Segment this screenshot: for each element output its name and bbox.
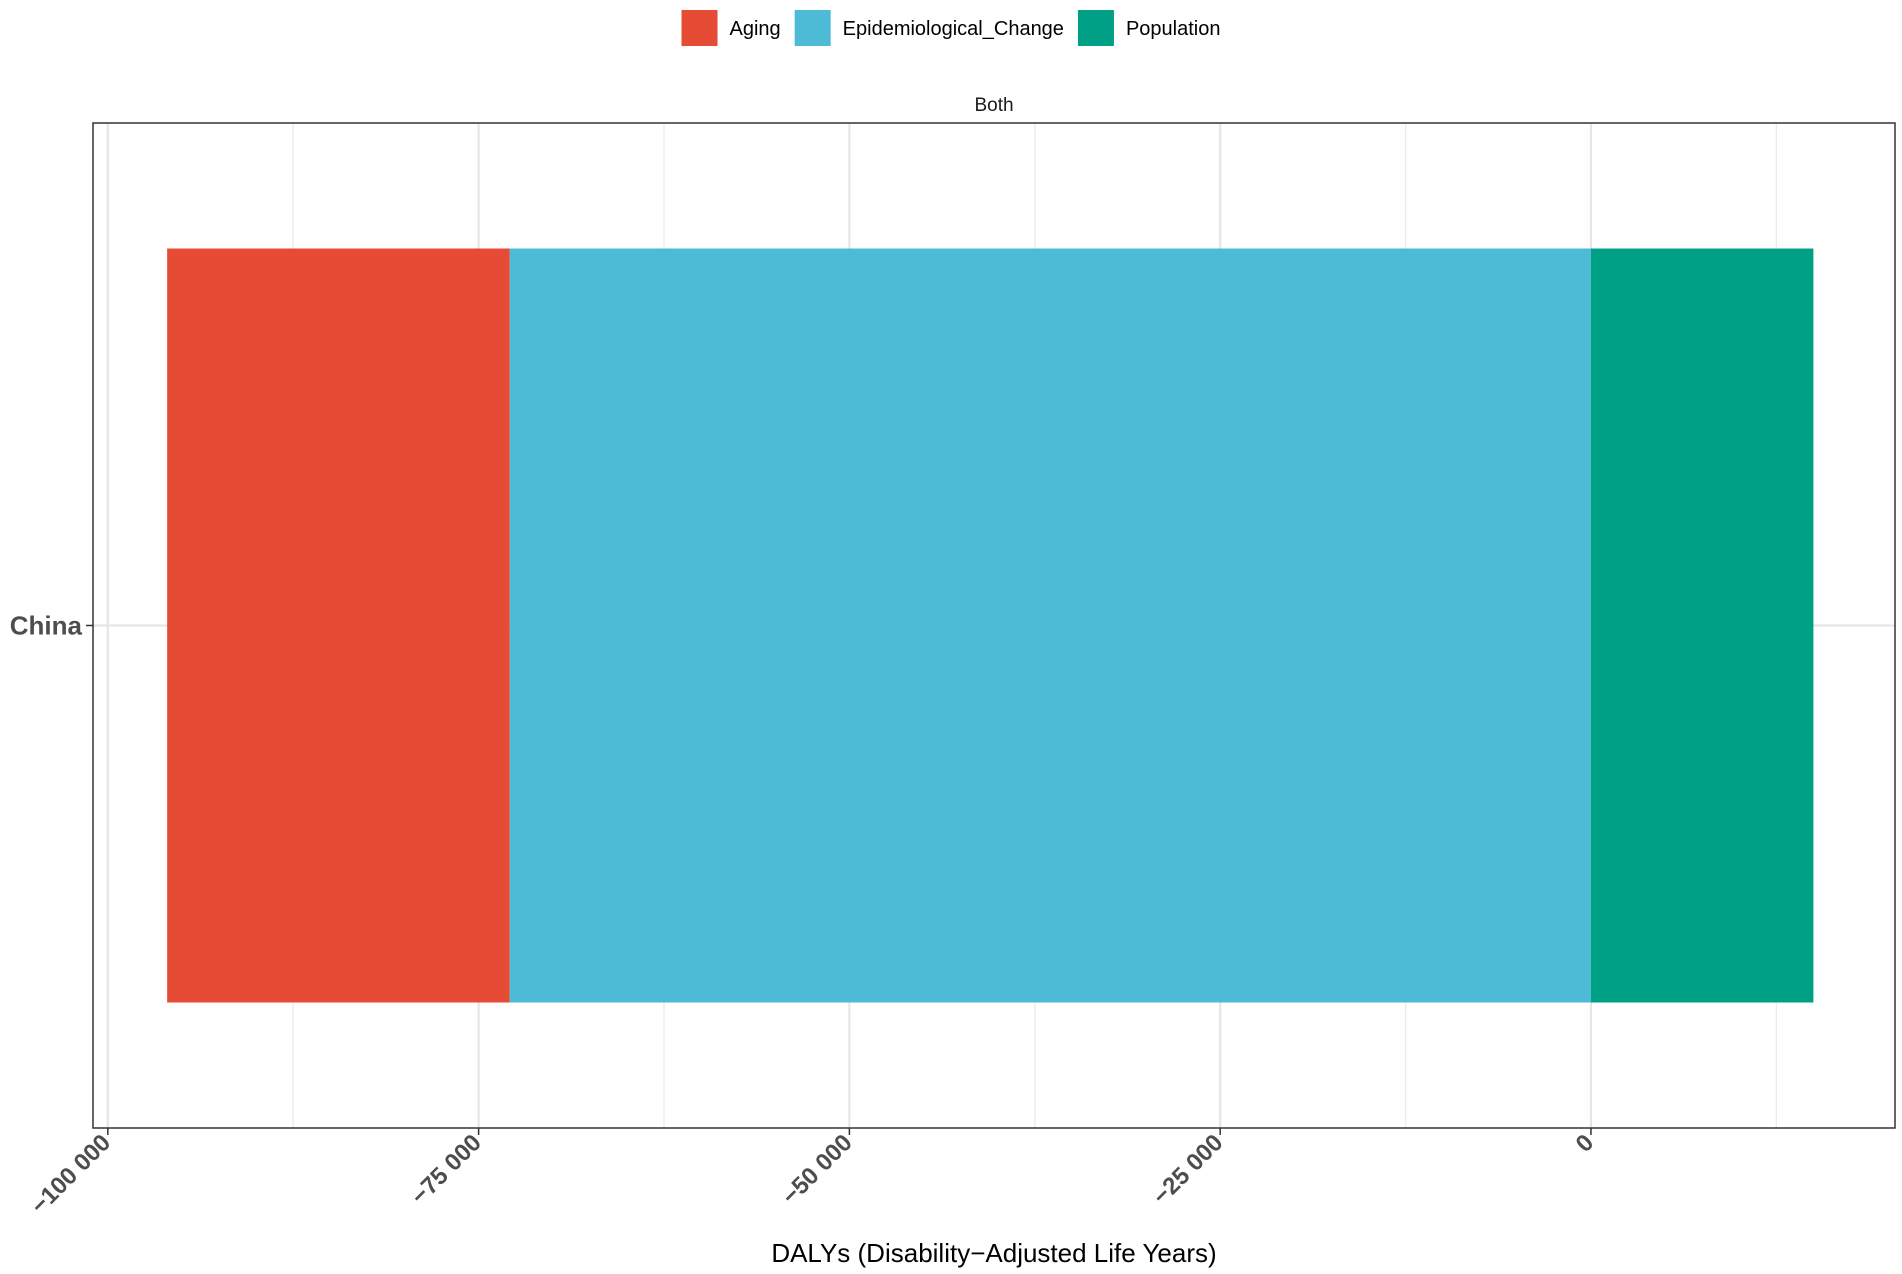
x-axis-title: DALYs (Disability−Adjusted Life Years) — [771, 1238, 1216, 1268]
bar-aging — [167, 248, 510, 1003]
y-tick-label: China — [10, 611, 83, 641]
bar-population — [1590, 248, 1814, 1003]
y-axis: China — [10, 611, 93, 641]
legend-label: Epidemiological_Change — [843, 18, 1064, 40]
facet-label: Both — [974, 95, 1013, 116]
legend-label: Population — [1126, 18, 1221, 40]
legend-key — [681, 10, 718, 46]
legend-item-population: Population — [1077, 10, 1221, 46]
legend-key — [1077, 10, 1114, 46]
legend-label: Aging — [730, 18, 781, 40]
legend-key — [794, 10, 831, 46]
bars — [167, 248, 1814, 1003]
legend: Aging Epidemiological_Change Population — [681, 10, 1221, 46]
legend-item-epidemiological-change: Epidemiological_Change — [794, 10, 1064, 46]
bar-epidemiological-change — [509, 248, 1591, 1003]
legend-item-aging: Aging — [681, 10, 781, 46]
